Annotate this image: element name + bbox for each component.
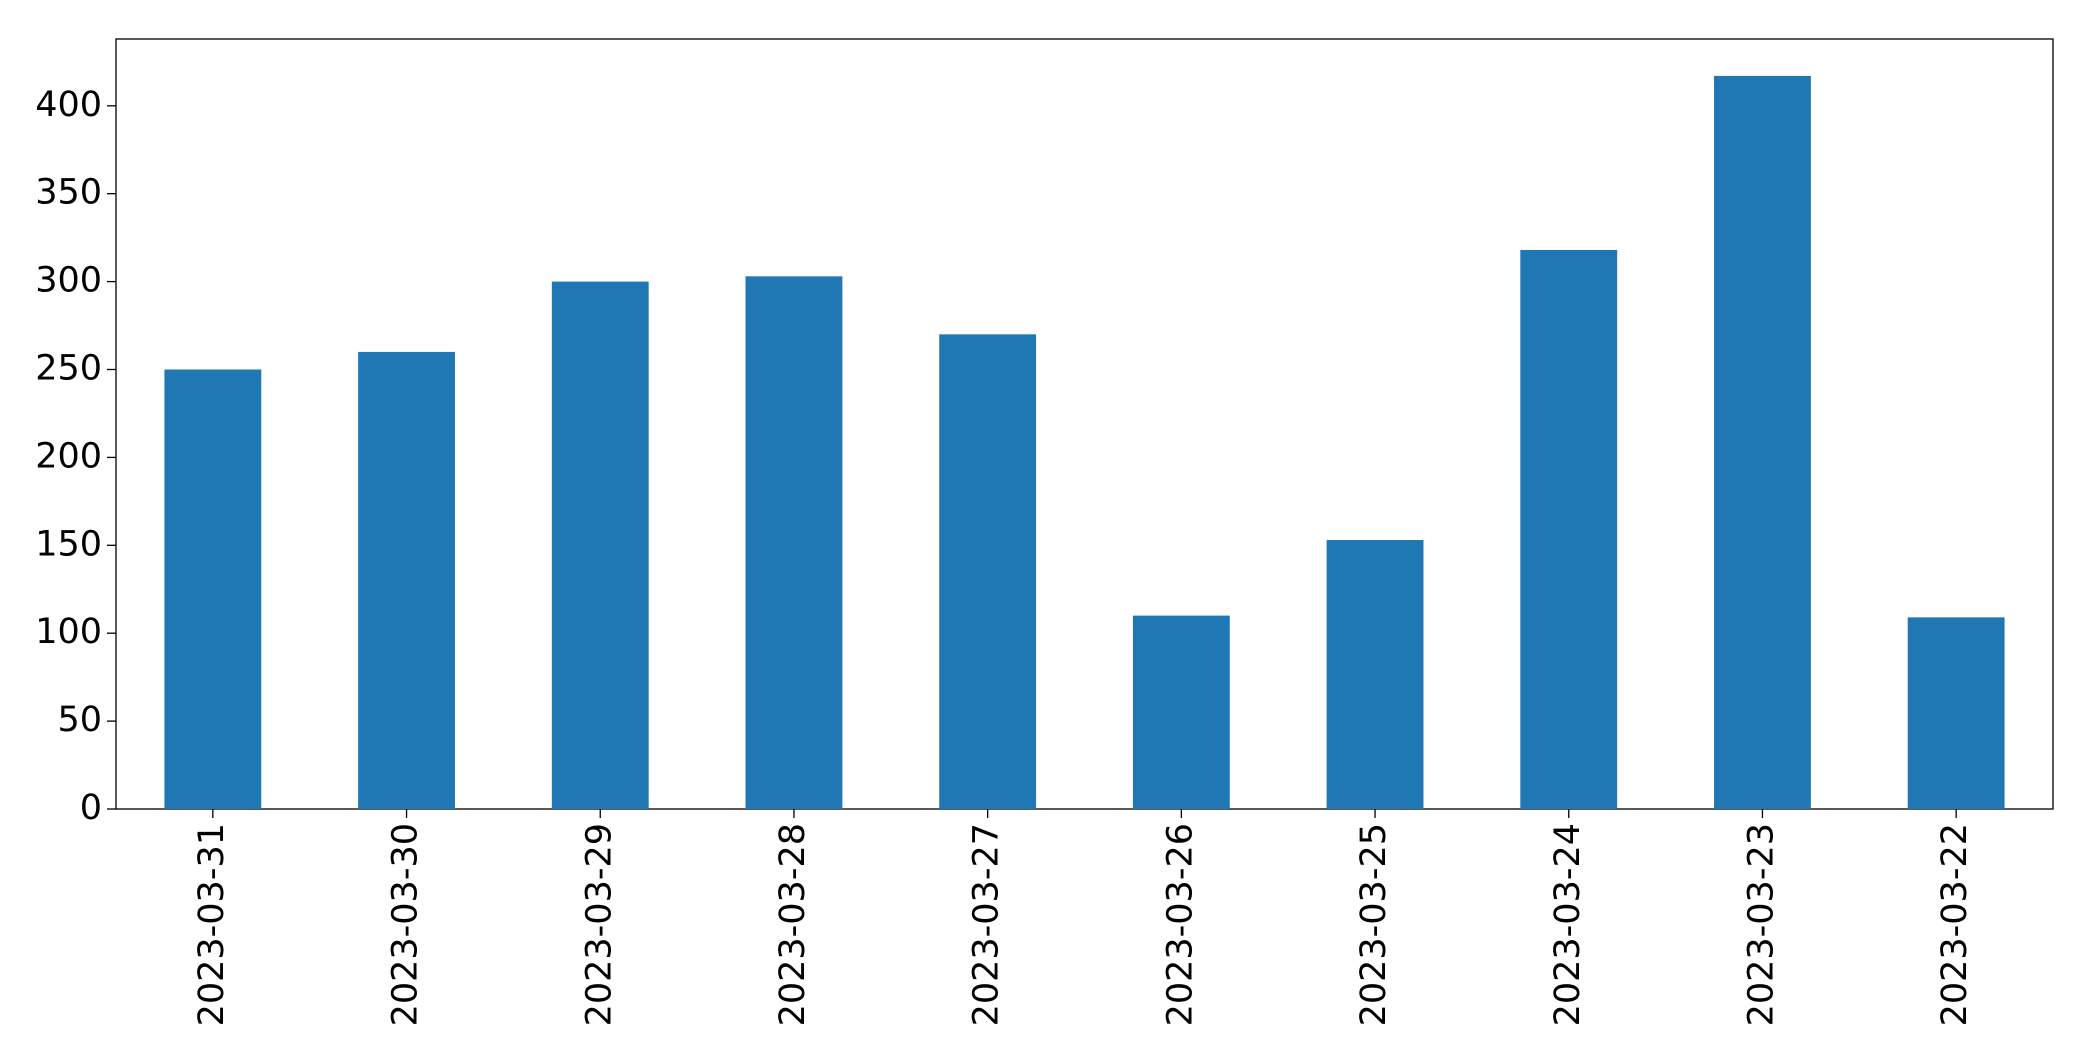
x-tick-label: 2023-03-24 — [1548, 823, 1588, 1026]
y-tick-label: 0 — [80, 788, 102, 828]
x-tick-label: 2023-03-25 — [1354, 823, 1394, 1026]
bar — [939, 334, 1037, 809]
bar — [1520, 249, 1618, 809]
x-tick-label: 2023-03-31 — [192, 823, 232, 1026]
y-tick-label: 150 — [35, 524, 102, 564]
y-tick-label: 300 — [35, 261, 102, 301]
y-tick-label: 250 — [35, 349, 102, 389]
y-tick-label: 350 — [35, 173, 102, 213]
y-tick-label: 400 — [35, 85, 102, 125]
bar — [1132, 615, 1230, 809]
x-tick-label: 2023-03-23 — [1741, 823, 1781, 1026]
x-tick-label: 2023-03-30 — [386, 823, 426, 1026]
bar — [1907, 617, 2005, 809]
bar — [358, 351, 455, 809]
bar — [745, 276, 843, 810]
bar — [1326, 540, 1424, 809]
plot-frame — [115, 38, 2054, 810]
x-tick-label: 2023-03-26 — [1160, 823, 1200, 1026]
bar — [164, 369, 262, 809]
x-tick-label: 2023-03-29 — [579, 823, 619, 1026]
x-tick-label: 2023-03-27 — [967, 823, 1007, 1026]
y-tick-label: 50 — [57, 700, 102, 740]
x-tick-label: 2023-03-28 — [773, 823, 813, 1026]
x-tick-label: 2023-03-22 — [1935, 823, 1975, 1026]
bar — [551, 281, 649, 809]
bar — [1714, 75, 1811, 810]
y-tick-label: 100 — [35, 612, 102, 652]
y-tick-label: 200 — [35, 436, 102, 476]
